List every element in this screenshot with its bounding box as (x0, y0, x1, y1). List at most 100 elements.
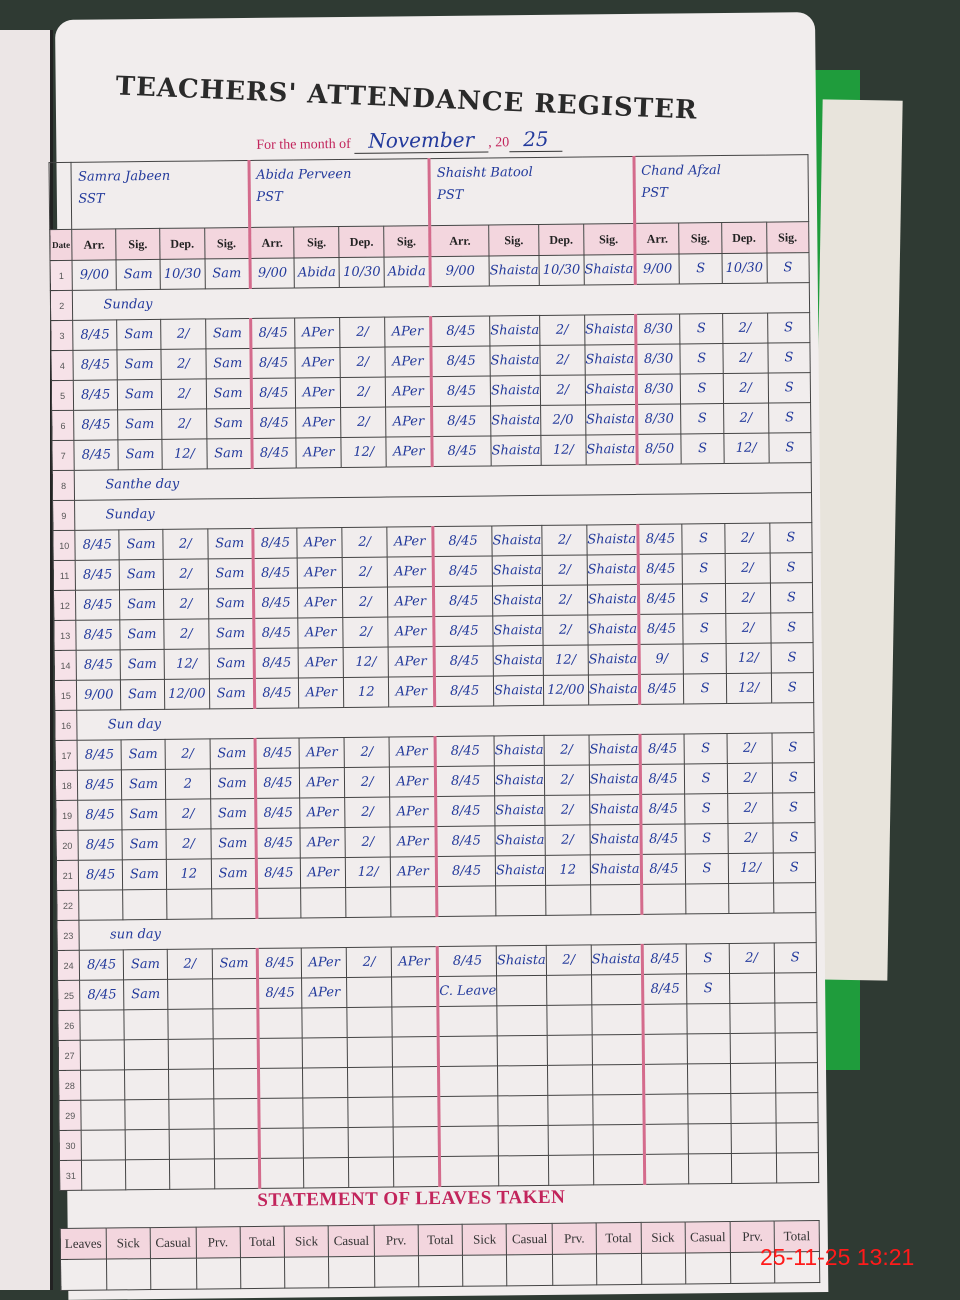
arrival-time: 9/00 (76, 679, 121, 711)
departure-signature: S (772, 792, 815, 824)
departure-time (346, 977, 393, 1008)
departure-time: 2/ (546, 944, 592, 976)
leaves-cell (284, 1256, 330, 1289)
leaves-cell (552, 1253, 597, 1286)
departure-signature (213, 1128, 259, 1159)
arrival-time: 8/45 (73, 349, 118, 381)
arrival-signature: Shaista (490, 435, 542, 466)
arrival-signature: Sam (121, 799, 166, 830)
arrival-time: 8/45 (430, 315, 490, 347)
departure-time: 2/ (346, 947, 392, 978)
departure-signature (775, 1062, 818, 1094)
departure-signature (591, 1004, 643, 1035)
departure-time: 10/30 (721, 253, 767, 284)
departure-signature: S (772, 822, 816, 854)
arrival-time (81, 1159, 126, 1191)
day-number: 20 (55, 830, 79, 861)
arrival-signature: S (682, 553, 726, 584)
departure-signature (212, 978, 258, 1009)
arrival-signature: Shaista (493, 675, 544, 706)
teacher-designation: PST (641, 185, 668, 201)
arrival-signature: S (680, 343, 723, 374)
arrival-time: 8/45 (76, 619, 121, 651)
arrival-time: 8/45 (253, 677, 299, 709)
arrival-signature: APer (299, 737, 345, 768)
departure-time: 2/ (340, 347, 386, 378)
departure-time: 2/ (164, 738, 211, 770)
arrival-signature: Abida (294, 257, 340, 289)
arrival-signature (688, 1093, 731, 1124)
departure-signature: Sam (212, 948, 258, 979)
arrival-time: 8/45 (637, 523, 683, 555)
arrival-time: 8/45 (254, 767, 300, 799)
departure-signature: APer (386, 436, 433, 468)
departure-time: 2/ (163, 558, 209, 590)
arrival-signature (303, 1097, 349, 1128)
departure-time (348, 1097, 394, 1128)
arrival-signature: APer (295, 377, 341, 408)
departure-signature: S (771, 672, 814, 704)
departure-time (167, 978, 213, 1010)
arrival-signature: S (682, 523, 725, 554)
column-header-arr: Arr. (249, 227, 295, 259)
arrival-signature: Sam (119, 529, 164, 560)
arrival-time: 9/00 (634, 253, 680, 285)
arrival-signature: Sam (119, 589, 164, 620)
leaves-cell (506, 1254, 553, 1286)
departure-signature (773, 882, 816, 914)
departure-signature (590, 884, 642, 915)
departure-signature (592, 1124, 645, 1155)
arrival-signature: Shaista (494, 735, 545, 766)
departure-time: 10/30 (339, 257, 385, 288)
day-number: 26 (57, 1010, 81, 1041)
arrival-time: 9/00 (430, 255, 490, 287)
departure-time (546, 1004, 592, 1036)
arrival-time: 8/45 (431, 405, 491, 437)
arrival-time: 9/00 (249, 258, 295, 289)
departure-time: 2/ (162, 528, 208, 560)
departure-signature: Sam (208, 588, 254, 619)
leaves-row (60, 1251, 820, 1291)
departure-time: 12/ (727, 853, 774, 884)
departure-signature: Abida (384, 256, 431, 288)
day-number: 4 (50, 350, 74, 381)
departure-signature (393, 1126, 440, 1158)
leaves-column-prv: Prv. (552, 1222, 597, 1255)
departure-time (545, 884, 591, 916)
departure-signature: S (770, 582, 813, 614)
departure-time: 2/ (726, 733, 772, 764)
departure-time: 2/ (542, 554, 588, 586)
month-label: For the month of (256, 136, 351, 153)
day-number: 23 (56, 920, 80, 951)
arrival-signature: S (685, 853, 729, 884)
day-number: 2 (50, 290, 74, 321)
teacher-name: Chand Afzal (641, 163, 721, 179)
arrival-time: 8/45 (79, 979, 125, 1011)
arrival-signature: APer (299, 767, 345, 798)
arrival-time (258, 1097, 304, 1129)
arrival-time (643, 1063, 689, 1095)
arrival-signature (687, 1033, 731, 1064)
departure-signature (213, 1098, 259, 1129)
departure-signature: Shaista (588, 674, 640, 705)
departure-signature: Sam (205, 318, 251, 349)
register-title: TEACHERS' ATTENDANCE REGISTER (115, 71, 699, 126)
departure-signature: Sam (204, 258, 250, 289)
arrival-time: 8/45 (76, 649, 121, 681)
departure-signature (390, 886, 438, 918)
arrival-time (257, 1007, 303, 1039)
departure-signature (212, 1038, 259, 1069)
arrival-signature: Sam (116, 259, 161, 290)
departure-time: 12 (166, 858, 212, 890)
departure-signature: Shaista (588, 734, 640, 765)
arrival-time (439, 1125, 499, 1157)
arrival-time: 8/45 (78, 799, 123, 831)
arrival-signature (124, 1069, 169, 1100)
column-header-sig: Sig. (383, 225, 431, 258)
departure-time: 2/ (342, 587, 388, 618)
departure-time (731, 1153, 777, 1184)
departure-signature: Shaista (585, 404, 637, 435)
leaves-cell (418, 1255, 464, 1287)
leaves-cell (374, 1255, 419, 1288)
arrival-signature: S (683, 613, 726, 644)
